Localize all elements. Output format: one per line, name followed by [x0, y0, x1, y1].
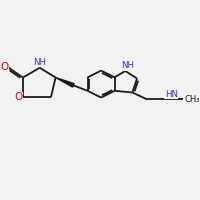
Text: O: O	[0, 62, 8, 72]
Text: O: O	[14, 92, 22, 102]
Text: NH: NH	[121, 61, 134, 70]
Text: CH₃: CH₃	[184, 95, 200, 104]
Polygon shape	[56, 78, 74, 87]
Text: HN: HN	[165, 90, 178, 99]
Text: NH: NH	[34, 58, 47, 67]
